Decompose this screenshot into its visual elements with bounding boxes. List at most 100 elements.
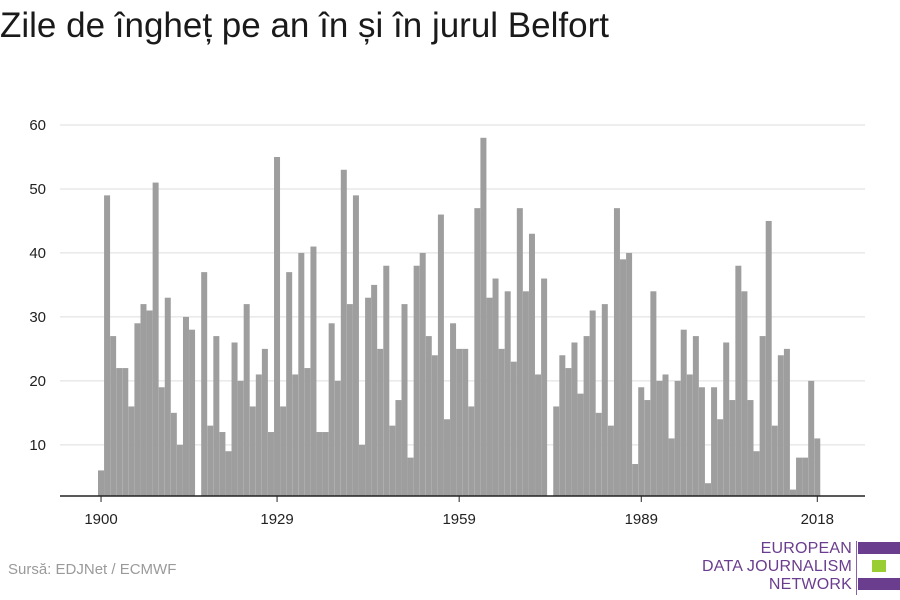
y-axis-ticks: 10 20 30 40 50 60 [29,117,46,454]
bar [249,406,256,496]
bar [559,355,566,496]
bar [274,156,281,496]
bar [686,374,693,496]
bar [383,265,390,496]
bar [632,464,639,496]
bar [213,336,220,496]
bar [504,291,511,496]
bar [346,304,353,496]
bar [389,425,396,496]
bars [98,137,821,497]
bar [395,400,402,496]
bar [802,457,809,496]
bar [626,252,633,496]
x-tick-label: 1959 [442,511,475,528]
y-tick-label: 60 [29,117,46,134]
bar [553,406,560,496]
bar [340,169,347,496]
bar [134,323,141,496]
bar [796,457,803,496]
bar [322,432,329,496]
bar [431,355,438,496]
bar [789,489,796,496]
y-tick-label: 50 [29,181,46,198]
bar [565,368,572,496]
bar [413,265,420,496]
bar [777,355,784,496]
bar [474,208,481,497]
bar [711,387,718,496]
logo-bar-purple-top [858,542,900,554]
bar [583,336,590,496]
bar [577,393,584,496]
x-tick-label: 2018 [801,511,834,528]
bar [189,329,196,496]
bar [176,444,183,496]
bar [522,291,529,496]
logo-text-line-3: NETWORK [768,576,852,593]
y-tick-label: 30 [29,309,46,326]
y-tick-label: 20 [29,373,46,390]
bar [510,361,517,496]
bar [334,380,341,496]
bar [231,342,238,496]
bar [365,297,372,496]
bar [146,310,153,496]
bar [437,214,444,496]
x-tick-label: 1929 [260,511,293,528]
bar [765,220,772,496]
bar [662,374,669,496]
bar [680,329,687,496]
logo-divider [856,541,857,595]
bar [571,342,578,496]
bar [359,444,366,496]
bar [650,291,657,496]
bar [468,406,475,496]
bar [182,316,189,496]
bar [443,419,450,496]
bar [601,304,608,496]
bar [170,412,177,496]
bar [674,380,681,496]
logo-bar-green [872,560,886,572]
bar [783,348,790,496]
bar [747,400,754,496]
bar [735,265,742,496]
bar [771,425,778,496]
bar [401,304,408,496]
bar [698,387,705,496]
bar [377,348,384,496]
bar [152,182,159,496]
bar [528,233,535,496]
bar [808,380,815,496]
bar [759,336,766,496]
bar [225,451,232,496]
bar [407,457,414,496]
bar [219,432,226,496]
bar [243,304,250,496]
bar [620,259,627,496]
bar [462,348,469,496]
bar [516,208,523,497]
bar [638,387,645,496]
bar [692,336,699,496]
source-credit: Sursă: EDJNet / ECMWF [8,561,177,578]
bar [304,368,311,496]
bar [352,195,359,497]
bar [456,348,463,496]
bar [486,297,493,496]
bar [140,304,147,496]
bar [753,451,760,496]
bar [613,208,620,497]
bar [122,368,129,496]
bar [98,470,104,496]
logo-text-line-1: EUROPEAN [760,540,852,557]
x-tick-label: 1900 [84,511,117,528]
bar [280,406,287,496]
bar [158,387,165,496]
y-tick-label: 40 [29,245,46,262]
logo-bar-purple-bottom [858,578,900,590]
bar [201,272,208,496]
edjnet-logo[interactable]: EUROPEAN DATA JOURNALISM NETWORK [702,539,900,595]
bar [705,483,711,496]
